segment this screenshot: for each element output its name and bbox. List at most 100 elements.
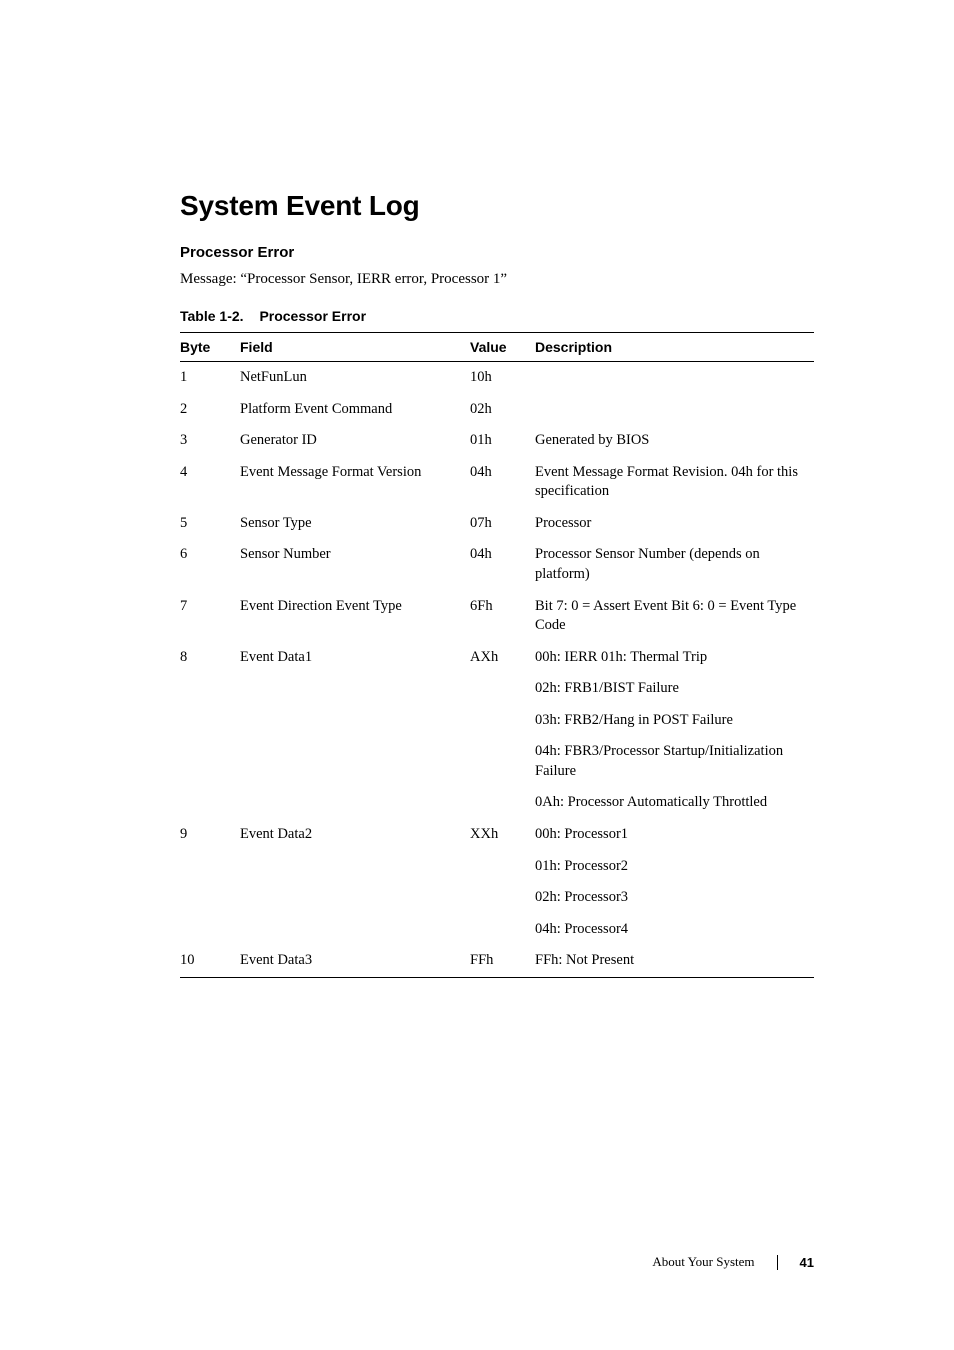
cell-desc: 04h: FBR3/Processor Startup/Initializati… — [535, 736, 814, 787]
cell-desc: 02h: FRB1/BIST Failure — [535, 673, 814, 705]
cell-desc: Bit 7: 0 = Assert Event Bit 6: 0 = Event… — [535, 591, 814, 642]
cell-value: XXh — [470, 819, 535, 851]
cell-desc: Processor — [535, 508, 814, 540]
footer-page-number: 41 — [800, 1255, 814, 1270]
table-row: 03h: FRB2/Hang in POST Failure — [180, 705, 814, 737]
cell-byte: 8 — [180, 642, 240, 674]
table-row: 4 Event Message Format Version 04h Event… — [180, 457, 814, 508]
cell-desc: 00h: IERR 01h: Thermal Trip — [535, 642, 814, 674]
table-header-value: Value — [470, 333, 535, 362]
table-row: 5 Sensor Type 07h Processor — [180, 508, 814, 540]
cell-value: AXh — [470, 642, 535, 674]
cell-byte: 2 — [180, 394, 240, 426]
footer-separator-icon — [777, 1255, 778, 1270]
cell-byte: 9 — [180, 819, 240, 851]
table-row: 1 NetFunLun 10h — [180, 362, 814, 394]
cell-field: Event Data2 — [240, 819, 470, 851]
cell-byte: 1 — [180, 362, 240, 394]
cell-field — [240, 851, 470, 883]
cell-value — [470, 787, 535, 819]
cell-byte — [180, 914, 240, 946]
cell-byte: 7 — [180, 591, 240, 642]
cell-value — [470, 851, 535, 883]
cell-byte: 6 — [180, 539, 240, 590]
cell-field — [240, 736, 470, 787]
cell-field: Event Message Format Version — [240, 457, 470, 508]
sub-heading: Processor Error — [180, 244, 814, 261]
cell-field: Event Data3 — [240, 945, 470, 977]
table-row: 04h: FBR3/Processor Startup/Initializati… — [180, 736, 814, 787]
cell-field: Generator ID — [240, 425, 470, 457]
table-caption-title: Processor Error — [259, 308, 366, 324]
table-row: 10 Event Data3 FFh FFh: Not Present — [180, 945, 814, 977]
cell-value: 01h — [470, 425, 535, 457]
cell-value: 02h — [470, 394, 535, 426]
cell-field: Event Direction Event Type — [240, 591, 470, 642]
table-row: 02h: Processor3 — [180, 882, 814, 914]
table-row: 02h: FRB1/BIST Failure — [180, 673, 814, 705]
cell-field: NetFunLun — [240, 362, 470, 394]
cell-desc: Processor Sensor Number (depends on plat… — [535, 539, 814, 590]
cell-field — [240, 882, 470, 914]
cell-byte: 3 — [180, 425, 240, 457]
cell-byte: 10 — [180, 945, 240, 977]
footer-section-label: About Your System — [652, 1254, 754, 1270]
cell-value — [470, 882, 535, 914]
cell-desc: Generated by BIOS — [535, 425, 814, 457]
cell-byte: 5 — [180, 508, 240, 540]
cell-byte — [180, 851, 240, 883]
cell-desc: 0Ah: Processor Automatically Throttled — [535, 787, 814, 819]
cell-desc: 03h: FRB2/Hang in POST Failure — [535, 705, 814, 737]
cell-field: Sensor Type — [240, 508, 470, 540]
cell-value: 6Fh — [470, 591, 535, 642]
cell-desc: 04h: Processor4 — [535, 914, 814, 946]
processor-error-table: Byte Field Value Description 1 NetFunLun… — [180, 332, 814, 978]
table-row: 8 Event Data1 AXh 00h: IERR 01h: Thermal… — [180, 642, 814, 674]
page: System Event Log Processor Error Message… — [0, 0, 954, 1350]
page-footer: About Your System 41 — [652, 1254, 814, 1270]
table-row: 0Ah: Processor Automatically Throttled — [180, 787, 814, 819]
table-caption: Table 1-2. Processor Error — [180, 308, 814, 324]
table-header-row: Byte Field Value Description — [180, 333, 814, 362]
cell-desc — [535, 394, 814, 426]
message-text: Message: “Processor Sensor, IERR error, … — [180, 269, 814, 290]
cell-field: Platform Event Command — [240, 394, 470, 426]
table-row: 6 Sensor Number 04h Processor Sensor Num… — [180, 539, 814, 590]
table-header-desc: Description — [535, 333, 814, 362]
table-row: 3 Generator ID 01h Generated by BIOS — [180, 425, 814, 457]
cell-byte: 4 — [180, 457, 240, 508]
cell-value: 04h — [470, 539, 535, 590]
cell-byte — [180, 705, 240, 737]
table-row: 2 Platform Event Command 02h — [180, 394, 814, 426]
cell-value — [470, 673, 535, 705]
table-header-byte: Byte — [180, 333, 240, 362]
cell-field: Event Data1 — [240, 642, 470, 674]
cell-value: 04h — [470, 457, 535, 508]
cell-value: 10h — [470, 362, 535, 394]
table-row: 01h: Processor2 — [180, 851, 814, 883]
cell-field — [240, 787, 470, 819]
cell-desc: FFh: Not Present — [535, 945, 814, 977]
cell-desc: Event Message Format Revision. 04h for t… — [535, 457, 814, 508]
cell-desc: 01h: Processor2 — [535, 851, 814, 883]
cell-desc: 02h: Processor3 — [535, 882, 814, 914]
cell-field: Sensor Number — [240, 539, 470, 590]
cell-byte — [180, 736, 240, 787]
cell-byte — [180, 673, 240, 705]
table-header-field: Field — [240, 333, 470, 362]
cell-desc — [535, 362, 814, 394]
cell-byte — [180, 882, 240, 914]
table-row: 04h: Processor4 — [180, 914, 814, 946]
cell-value — [470, 914, 535, 946]
table-row: 7 Event Direction Event Type 6Fh Bit 7: … — [180, 591, 814, 642]
cell-field — [240, 673, 470, 705]
cell-value: 07h — [470, 508, 535, 540]
cell-field — [240, 705, 470, 737]
cell-desc: 00h: Processor1 — [535, 819, 814, 851]
table-row: 9 Event Data2 XXh 00h: Processor1 — [180, 819, 814, 851]
table-caption-number: Table 1-2. — [180, 308, 256, 324]
section-heading: System Event Log — [180, 190, 814, 222]
cell-value: FFh — [470, 945, 535, 977]
cell-value — [470, 705, 535, 737]
cell-byte — [180, 787, 240, 819]
